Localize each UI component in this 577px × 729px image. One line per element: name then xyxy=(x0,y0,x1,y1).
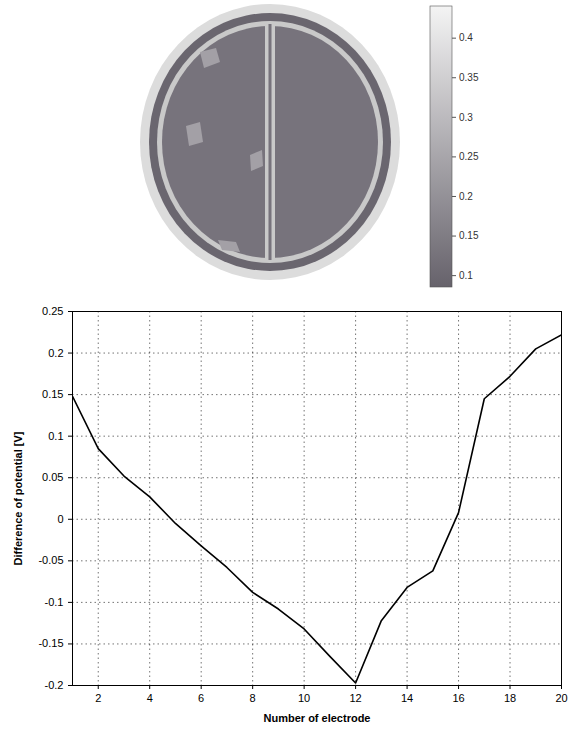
svg-text:18: 18 xyxy=(504,692,516,704)
svg-text:12: 12 xyxy=(349,692,361,704)
svg-text:0.35: 0.35 xyxy=(459,72,479,83)
svg-text:Number of electrode: Number of electrode xyxy=(264,712,371,724)
svg-text:-0.2: -0.2 xyxy=(45,679,64,691)
svg-text:Difference of potential [V]: Difference of potential [V] xyxy=(12,431,24,565)
svg-text:0.15: 0.15 xyxy=(459,230,479,241)
svg-text:-0.1: -0.1 xyxy=(45,596,64,608)
svg-text:4: 4 xyxy=(147,692,153,704)
svg-text:6: 6 xyxy=(198,692,204,704)
svg-text:0.05: 0.05 xyxy=(42,471,63,483)
svg-text:0.4: 0.4 xyxy=(459,32,473,43)
svg-text:10: 10 xyxy=(298,692,310,704)
svg-text:0.2: 0.2 xyxy=(48,347,63,359)
svg-text:0.1: 0.1 xyxy=(48,430,63,442)
svg-text:20: 20 xyxy=(555,692,567,704)
svg-text:2: 2 xyxy=(95,692,101,704)
svg-text:0: 0 xyxy=(57,513,63,525)
svg-text:0.1: 0.1 xyxy=(459,270,473,281)
svg-text:0.25: 0.25 xyxy=(42,305,63,317)
svg-text:0.2: 0.2 xyxy=(459,191,473,202)
svg-text:-0.05: -0.05 xyxy=(38,554,63,566)
svg-text:0.3: 0.3 xyxy=(459,112,473,123)
svg-text:-0.15: -0.15 xyxy=(38,637,63,649)
svg-text:16: 16 xyxy=(452,692,464,704)
svg-text:0.25: 0.25 xyxy=(459,151,479,162)
svg-text:8: 8 xyxy=(250,692,256,704)
svg-text:0.15: 0.15 xyxy=(42,388,63,400)
svg-text:14: 14 xyxy=(401,692,413,704)
